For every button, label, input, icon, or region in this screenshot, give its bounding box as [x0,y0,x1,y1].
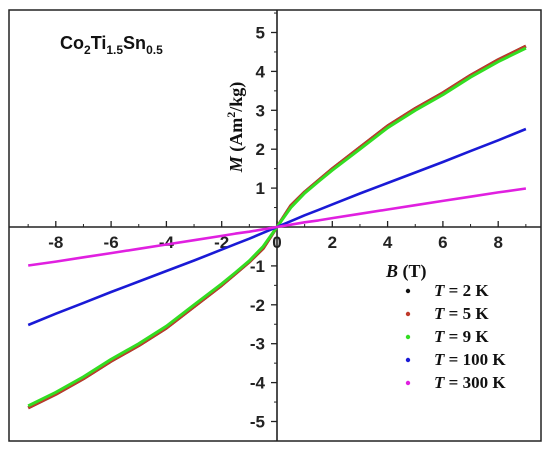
series-line-5 [28,187,527,267]
legend: T = 2 K T = 5 K T = 9 K T = 100 K T = 300 K [405,281,506,392]
x-tick-label: 6 [438,233,447,252]
legend-marker [405,357,411,363]
legend-marker [405,311,411,317]
y-tick-label: 2 [256,140,265,159]
y-tick-label: -1 [250,257,265,276]
x-tick-label: -4 [159,233,175,252]
x-axis-title: B (T) [385,261,427,282]
y-tick-label: 4 [256,62,266,81]
y-tick-label: -2 [250,296,265,315]
x-tick-label: 0 [272,233,281,252]
x-tick-label: -8 [48,233,63,252]
legend-label: T = 9 K [434,327,489,346]
y-tick-label: 1 [256,179,265,198]
y-axis-title: M (Am2/kg) [224,82,247,174]
y-tick-label: -3 [250,335,265,354]
y-tick-label: -4 [250,374,266,393]
x-tick-label: 2 [328,233,337,252]
y-ticks: -5 -4 -3 -2 -1 1 2 3 4 5 [250,12,277,442]
legend-label: T = 100 K [434,350,506,369]
compound-label: Co2Ti1.5Sn0.5 [60,33,163,57]
y-tick-label: -5 [250,413,265,432]
y-tick-label: 5 [256,24,265,43]
x-tick-label: 4 [383,233,393,252]
legend-marker [405,288,411,294]
x-tick-label: -6 [104,233,119,252]
legend-label: T = 300 K [434,373,506,392]
y-tick-label: 3 [256,101,265,120]
series-group [27,44,527,410]
legend-label: T = 5 K [434,304,489,323]
legend-label: T = 2 K [434,281,489,300]
legend-marker [405,380,411,386]
x-tick-label: 8 [493,233,502,252]
legend-marker [405,334,411,340]
